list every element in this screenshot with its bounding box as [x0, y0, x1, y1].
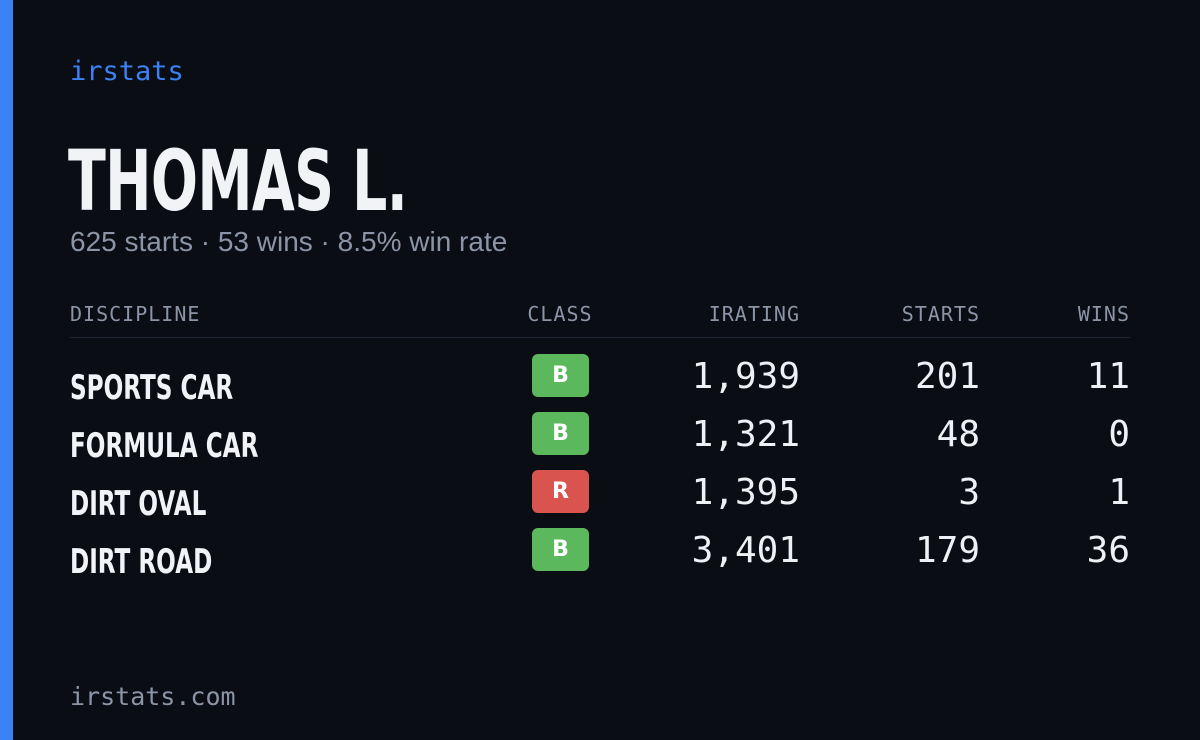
discipline-label: DIRT ROAD	[70, 542, 213, 582]
accent-bar	[0, 0, 13, 740]
driver-name: THOMAS L.	[68, 132, 408, 230]
starts-value: 48	[936, 414, 980, 455]
discipline-label: DIRT OVAL	[70, 484, 207, 524]
header-discipline: DISCIPLINE	[70, 302, 201, 326]
class-badge: B	[532, 528, 589, 571]
footer-site-link[interactable]: irstats.com	[70, 682, 236, 711]
discipline-label: FORMULA CAR	[70, 426, 259, 466]
brand-logo-text[interactable]: irstats	[70, 56, 184, 87]
table-row: SPORTS CAR B 1,939 201 11	[70, 354, 1130, 412]
header-starts: STARTS	[901, 302, 980, 326]
table-row: DIRT OVAL R 1,395 3 1	[70, 470, 1130, 528]
irating-value: 1,321	[691, 414, 800, 455]
class-badge: B	[532, 354, 589, 397]
table-row: FORMULA CAR B 1,321 48 0	[70, 412, 1130, 470]
header-class: CLASS	[527, 302, 593, 326]
table-row: DIRT ROAD B 3,401 179 36	[70, 528, 1130, 586]
table-header: DISCIPLINE CLASS IRATING STARTS WINS	[70, 300, 1130, 338]
table-body: SPORTS CAR B 1,939 201 11 FORMULA CAR B …	[70, 338, 1130, 586]
irating-value: 1,939	[691, 356, 800, 397]
wins-value: 36	[1086, 530, 1130, 571]
wins-value: 1	[1108, 472, 1130, 513]
class-badge: R	[532, 470, 589, 513]
starts-value: 201	[914, 356, 980, 397]
header-wins: WINS	[1077, 302, 1130, 326]
wins-value: 0	[1108, 414, 1130, 455]
class-badge: B	[532, 412, 589, 455]
starts-value: 3	[958, 472, 980, 513]
irating-value: 1,395	[691, 472, 800, 513]
irating-value: 3,401	[691, 530, 800, 571]
driver-summary: 625 starts · 53 wins · 8.5% win rate	[70, 226, 508, 257]
starts-value: 179	[914, 530, 980, 571]
header-irating: IRATING	[708, 302, 800, 326]
wins-value: 11	[1086, 356, 1130, 397]
stats-table: DISCIPLINE CLASS IRATING STARTS WINS SPO…	[70, 300, 1130, 586]
discipline-label: SPORTS CAR	[70, 368, 234, 408]
